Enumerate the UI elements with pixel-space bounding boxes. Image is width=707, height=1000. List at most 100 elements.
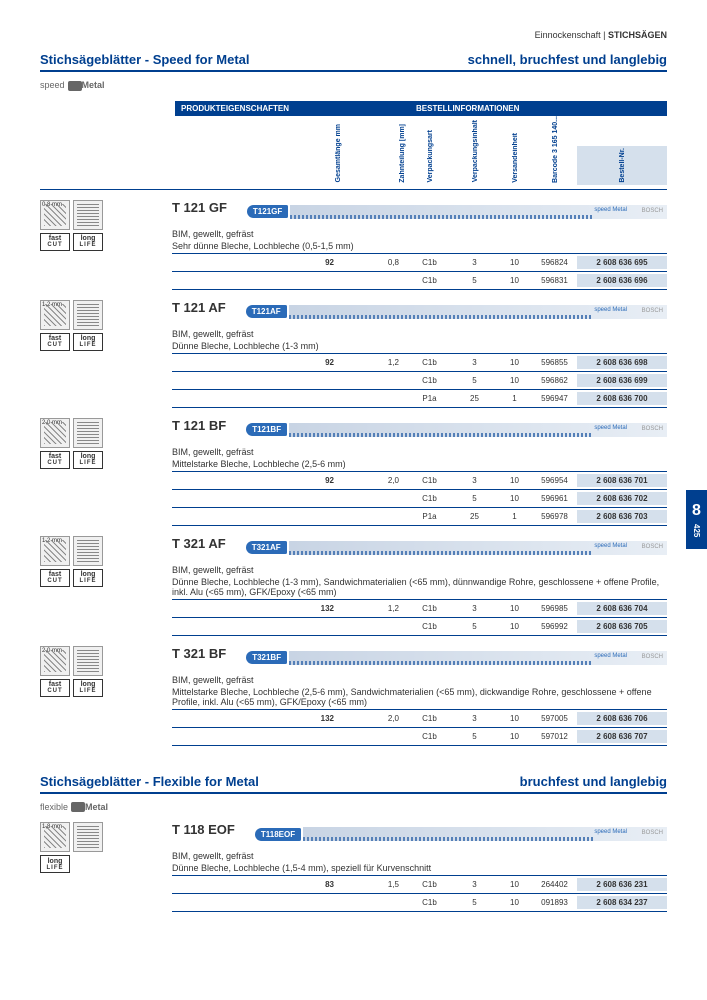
- blade-image: T121AF speed MetalBOSCH: [246, 303, 667, 321]
- table-row: 921,2C1b3105968552 608 636 698: [172, 353, 667, 372]
- col-verpackungsart: Verpackungsart: [425, 128, 436, 185]
- section-header-1: Stichsägeblätter - Speed for Metal schne…: [40, 52, 667, 72]
- thickness-icon: 0,8 mm: [40, 200, 70, 230]
- fast-badge: fastCUT: [40, 451, 70, 469]
- table-row: C1b5105969922 608 636 705: [172, 618, 667, 636]
- long-badge: longLIFE: [73, 569, 103, 587]
- product-desc-1: BIM, gewellt, gefräst: [172, 565, 667, 575]
- blade-tag: T121AF: [246, 305, 287, 318]
- product-desc-1: BIM, gewellt, gefräst: [172, 851, 667, 861]
- chapter-number: 8: [692, 502, 701, 520]
- product-title: T 321 BF: [172, 646, 226, 661]
- product-desc-2: Dünne Bleche, Lochbleche (1-3 mm): [172, 341, 667, 351]
- table-row: C1b5105970122 608 636 707: [172, 728, 667, 746]
- material-icon: [73, 646, 103, 676]
- product-desc-1: BIM, gewellt, gefräst: [172, 229, 667, 239]
- material-icon: [73, 300, 103, 330]
- col-barcode: Barcode 3 165 140...: [550, 114, 561, 185]
- table-row: 922,0C1b3105969542 608 636 701: [172, 471, 667, 490]
- product-block: 1,2 mm fastCUTlongLIFE T 121 AF T121AF s…: [40, 300, 667, 408]
- blade-image: T118EOF speed MetalBOSCH: [255, 825, 667, 843]
- thickness-icon: 1,8 mm: [40, 822, 70, 852]
- blade-tag: T321BF: [246, 651, 287, 664]
- product-icons: 1,2 mm fastCUTlongLIFE: [40, 300, 172, 408]
- product-title: T 121 BF: [172, 418, 226, 433]
- thickness-icon: 1,2 mm: [40, 536, 70, 566]
- page-tab: 8 425: [686, 490, 707, 549]
- product-icons: 1,8 mm longLIFE: [40, 822, 172, 912]
- col-bestellnr: Bestell-Nr.: [617, 146, 628, 185]
- long-badge: longLIFE: [73, 451, 103, 469]
- product-desc-2: Dünne Bleche, Lochbleche (1-3 mm), Sandw…: [172, 577, 667, 597]
- thickness-icon: 2,0 mm: [40, 418, 70, 448]
- material-icon: [73, 418, 103, 448]
- table-row: C1b5105968622 608 636 699: [172, 372, 667, 390]
- section-title: Stichsägeblätter - Speed for Metal: [40, 52, 250, 67]
- fast-badge: fastCUT: [40, 569, 70, 587]
- material-icon: [73, 200, 103, 230]
- blade-tag: T118EOF: [255, 828, 301, 841]
- product-desc-2: Mittelstarke Bleche, Lochbleche (2,5-6 m…: [172, 687, 667, 707]
- table-row: P1a2515969782 608 636 703: [172, 508, 667, 526]
- thickness-icon: 1,2 mm: [40, 300, 70, 330]
- table-row: C1b5100918932 608 634 237: [172, 894, 667, 912]
- product-title: T 121 AF: [172, 300, 226, 315]
- col-versandeinheit: Versandeinheit: [510, 131, 521, 185]
- col-gesamtlaenge: Gesamtlänge mm: [333, 122, 344, 184]
- long-badge: longLIFE: [40, 855, 70, 873]
- blade-image: T121BF speed MetalBOSCH: [246, 421, 667, 439]
- page-header: Einnockenschaft | STICHSÄGEN: [40, 30, 667, 40]
- table-row: C1b5105969612 608 636 702: [172, 490, 667, 508]
- fast-badge: fastCUT: [40, 233, 70, 251]
- fast-badge: fastCUT: [40, 333, 70, 351]
- product-block: 0,8 mm fastCUTlongLIFE T 121 GF T121GF s…: [40, 200, 667, 290]
- table-row: 1321,2C1b3105969852 608 636 704: [172, 599, 667, 618]
- metal-icon: [68, 81, 82, 91]
- product-desc-1: BIM, gewellt, gefräst: [172, 329, 667, 339]
- product-title: T 321 AF: [172, 536, 226, 551]
- blade-image: T321BF speed MetalBOSCH: [246, 649, 667, 667]
- category-badge-flexible: flexibleMetal: [40, 802, 667, 813]
- product-desc-2: Sehr dünne Bleche, Lochbleche (0,5-1,5 m…: [172, 241, 667, 251]
- section2-title: Stichsägeblätter - Flexible for Metal: [40, 774, 259, 789]
- blade-tag: T121BF: [246, 423, 287, 436]
- product-icons: 0,8 mm fastCUTlongLIFE: [40, 200, 172, 290]
- section-header-2: Stichsägeblätter - Flexible for Metal br…: [40, 774, 667, 794]
- th-produkteigenschaften: PRODUKTEIGENSCHAFTEN: [175, 101, 410, 116]
- product-icons: 2,0 mm fastCUTlongLIFE: [40, 646, 172, 746]
- table-row: C1b5105968312 608 636 696: [172, 272, 667, 290]
- product-block: 2,0 mm fastCUTlongLIFE T 121 BF T121BF s…: [40, 418, 667, 526]
- breadcrumb-2: STICHSÄGEN: [608, 30, 667, 40]
- fast-badge: fastCUT: [40, 679, 70, 697]
- long-badge: longLIFE: [73, 679, 103, 697]
- long-badge: longLIFE: [73, 233, 103, 251]
- section2-tagline: bruchfest und langlebig: [520, 774, 667, 789]
- blade-image: T121GF speed MetalBOSCH: [247, 203, 667, 221]
- category-badge-speed: speedMetal: [40, 80, 667, 91]
- product-block: 2,0 mm fastCUTlongLIFE T 321 BF T321BF s…: [40, 646, 667, 746]
- col-zahnteilung: Zahnteilung [mm]: [397, 122, 408, 185]
- product-title: T 121 GF: [172, 200, 227, 215]
- product-title: T 118 EOF: [172, 822, 235, 837]
- product-desc-1: BIM, gewellt, gefräst: [172, 675, 667, 685]
- product-desc-2: Dünne Bleche, Lochbleche (1,5-4 mm), spe…: [172, 863, 667, 873]
- blade-tag: T321AF: [246, 541, 287, 554]
- table-row: 831,5C1b3102644022 608 636 231: [172, 875, 667, 894]
- thickness-icon: 2,0 mm: [40, 646, 70, 676]
- product-icons: 2,0 mm fastCUTlongLIFE: [40, 418, 172, 526]
- product-desc-2: Mittelstarke Bleche, Lochbleche (2,5-6 m…: [172, 459, 667, 469]
- blade-image: T321AF speed MetalBOSCH: [246, 539, 667, 557]
- table-row: P1a2515969472 608 636 700: [172, 390, 667, 408]
- table-row: 1322,0C1b3105970052 608 636 706: [172, 709, 667, 728]
- metal-icon: [71, 802, 85, 812]
- long-badge: longLIFE: [73, 333, 103, 351]
- material-icon: [73, 536, 103, 566]
- table-row: 920,8C1b3105968242 608 636 695: [172, 253, 667, 272]
- product-desc-1: BIM, gewellt, gefräst: [172, 447, 667, 457]
- breadcrumb-1: Einnockenschaft: [535, 30, 601, 40]
- product-block: 1,8 mm longLIFE T 118 EOF T118EOF speed …: [40, 822, 667, 912]
- section-tagline: schnell, bruchfest und langlebig: [468, 52, 667, 67]
- page-number: 425: [692, 524, 701, 537]
- col-verpackungsinhalt: Verpackungsinhalt: [470, 118, 481, 184]
- material-icon: [73, 822, 103, 852]
